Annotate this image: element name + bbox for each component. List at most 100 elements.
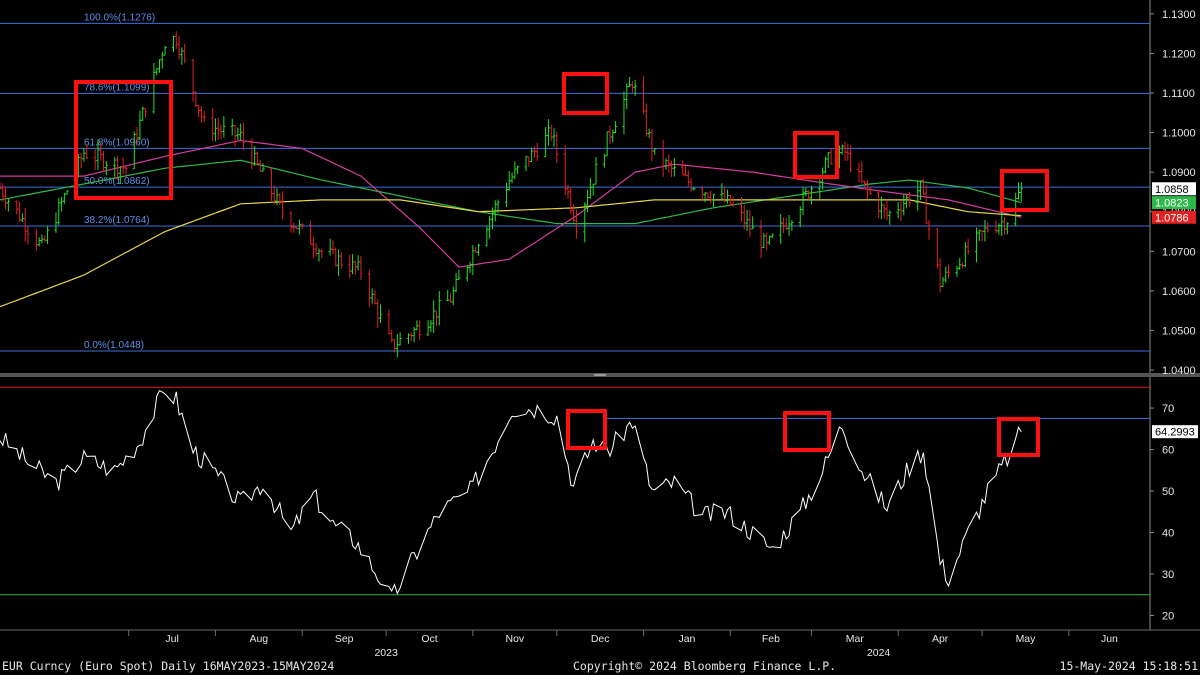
price-tick-label: 1.0600 bbox=[1162, 286, 1196, 298]
ohlc-bar bbox=[555, 131, 559, 163]
month-label: Jun bbox=[1101, 633, 1118, 645]
price-tick-label: 1.1100 bbox=[1162, 88, 1195, 100]
ohlc-bar bbox=[633, 79, 637, 96]
fib-label: 0.0%(1.0448) bbox=[84, 340, 144, 351]
last-price-tag bbox=[1152, 210, 1196, 224]
rsi-y-axis: 70 60 50 40 30 20 bbox=[1150, 403, 1174, 622]
ohlc-bar bbox=[907, 192, 911, 208]
panel-divider-handle bbox=[594, 374, 606, 376]
ohlc-bar bbox=[770, 233, 774, 239]
ohlc-bar bbox=[65, 190, 69, 195]
ohlc-bar bbox=[418, 320, 422, 340]
highlight-box bbox=[783, 411, 831, 452]
ohlc-bar bbox=[1019, 181, 1023, 202]
rsi-tick-label: 20 bbox=[1162, 610, 1174, 622]
ohlc-bar bbox=[163, 45, 167, 56]
last-price-value: 1.0823 bbox=[1155, 198, 1189, 210]
ohlc-bar bbox=[574, 209, 578, 239]
ohlc-bar bbox=[594, 157, 598, 185]
month-label: Jul bbox=[165, 633, 178, 645]
ohlc-bar bbox=[731, 196, 735, 208]
ohlc-bar bbox=[672, 158, 676, 177]
price-tick-label: 1.1200 bbox=[1162, 48, 1196, 60]
ohlc-bar bbox=[143, 107, 148, 118]
rsi-last-tag bbox=[1152, 425, 1198, 439]
price-tick-label: 1.1000 bbox=[1162, 128, 1196, 140]
ohlc-bar bbox=[300, 223, 304, 230]
price-tick-label: 1.1300 bbox=[1162, 9, 1196, 21]
ohlc-bar bbox=[457, 270, 461, 280]
price-tick-label: 1.0900 bbox=[1162, 167, 1196, 179]
month-label: Mar bbox=[846, 633, 865, 645]
ohlc-bar bbox=[359, 255, 363, 281]
ohlc-bar bbox=[692, 186, 696, 191]
fib-label: 78.6%(1.1099) bbox=[84, 82, 150, 93]
ohlc-bar bbox=[281, 191, 285, 220]
footer-bar: EUR Curncy (Euro Spot) Daily 16MAY2023-1… bbox=[0, 657, 1200, 675]
ohlc-bar bbox=[476, 243, 481, 256]
rsi-reference-lines bbox=[0, 386, 1150, 596]
month-label: Nov bbox=[505, 633, 524, 645]
price-tick-label: 1.0500 bbox=[1162, 325, 1196, 337]
ohlc-bar bbox=[241, 122, 246, 151]
month-label: Sep bbox=[335, 633, 354, 645]
copyright-text: Copyright© 2024 Bloomberg Finance L.P. bbox=[573, 659, 837, 673]
price-tick-label: 1.0700 bbox=[1162, 246, 1196, 258]
last-price-tags: 1.0858 1.0823 1.0786 bbox=[1152, 182, 1196, 224]
ohlc-bar bbox=[790, 220, 794, 231]
ohlc-bar bbox=[829, 148, 833, 165]
rsi-tick-label: 60 bbox=[1162, 445, 1174, 457]
ohlc-bar bbox=[85, 144, 89, 160]
ohlc-bar bbox=[26, 226, 30, 245]
ohlc-bar bbox=[986, 222, 990, 233]
ohlc-bar bbox=[222, 116, 226, 138]
month-label: Dec bbox=[591, 633, 610, 645]
price-tick-label: 1.0400 bbox=[1162, 365, 1196, 377]
highlight-box bbox=[74, 80, 173, 200]
ohlc-bar bbox=[183, 43, 187, 64]
rsi-tick-label: 40 bbox=[1162, 528, 1174, 540]
ohlc-bar bbox=[535, 142, 539, 162]
ohlc-bar bbox=[653, 148, 657, 155]
ohlc-bar bbox=[946, 264, 951, 279]
rsi-line bbox=[0, 390, 1022, 595]
highlight-box bbox=[566, 409, 607, 450]
highlight-box bbox=[562, 72, 609, 115]
month-label: Feb bbox=[762, 633, 780, 645]
year-label: 2023 bbox=[374, 647, 398, 659]
ohlc-bar bbox=[320, 248, 324, 259]
rsi-tick-label: 30 bbox=[1162, 569, 1174, 581]
highlight-box bbox=[997, 417, 1040, 457]
highlight-box bbox=[793, 131, 839, 179]
fib-label: 38.2%(1.0764) bbox=[84, 215, 150, 226]
highlight-box bbox=[1000, 169, 1049, 212]
ohlc-bar bbox=[437, 291, 441, 326]
last-price-value: 1.0786 bbox=[1155, 212, 1189, 224]
ohlc-bar bbox=[927, 219, 931, 240]
ohlc-bars bbox=[0, 31, 1023, 358]
rsi-tick-label: 70 bbox=[1162, 403, 1174, 415]
month-label: Jan bbox=[678, 633, 695, 645]
ohlc-bar bbox=[809, 185, 814, 205]
month-label: May bbox=[1016, 633, 1037, 645]
moving-average-line bbox=[0, 199, 1022, 308]
rsi-tick-label: 50 bbox=[1162, 486, 1174, 498]
highlight-boxes bbox=[74, 72, 1049, 457]
ohlc-bar bbox=[124, 166, 128, 178]
ohlc-bar bbox=[888, 210, 892, 225]
ohlc-bar bbox=[202, 111, 206, 123]
ohlc-bar bbox=[496, 199, 500, 213]
fib-label: 100.0%(1.1276) bbox=[84, 12, 155, 23]
ohlc-bar bbox=[378, 304, 383, 324]
ohlc-bar bbox=[613, 121, 618, 133]
month-label: Oct bbox=[421, 633, 437, 645]
time-axis: Jul Aug Sep Oct Nov Dec Jan Feb Mar Apr May Jun 2023… bbox=[128, 630, 1118, 659]
fib-label: 50.0%(1.0862) bbox=[84, 176, 150, 187]
ohlc-bar bbox=[398, 332, 402, 346]
ohlc-bar bbox=[339, 252, 343, 269]
ohlc-bar bbox=[1005, 222, 1009, 235]
security-description: EUR Curncy (Euro Spot) Daily 16MAY2023-1… bbox=[2, 659, 335, 673]
last-price-value: 1.0858 bbox=[1155, 184, 1189, 196]
